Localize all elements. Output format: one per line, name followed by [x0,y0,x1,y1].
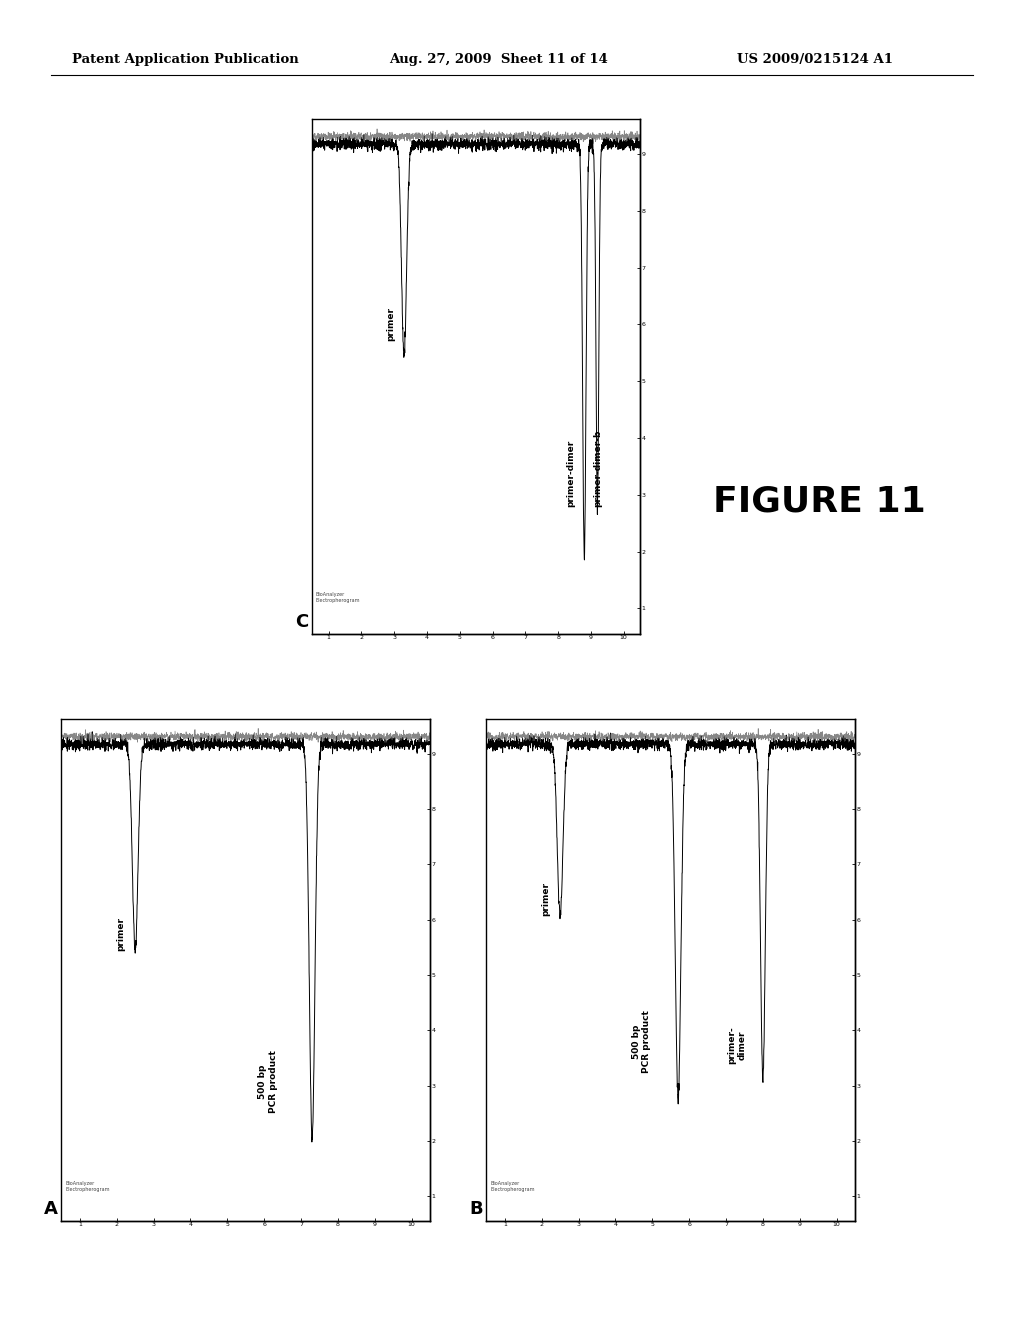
Text: primer-
dimer: primer- dimer [727,1026,746,1064]
Text: 500 bp
PCR product: 500 bp PCR product [258,1049,278,1113]
Text: BioAnalyzer
Electropherogram: BioAnalyzer Electropherogram [66,1181,110,1192]
Text: US 2009/0215124 A1: US 2009/0215124 A1 [737,53,893,66]
Text: Aug. 27, 2009  Sheet 11 of 14: Aug. 27, 2009 Sheet 11 of 14 [389,53,608,66]
Text: 500 bp
PCR product: 500 bp PCR product [632,1011,651,1073]
Text: primer: primer [116,916,125,950]
Text: primer-dimer-b: primer-dimer-b [593,430,602,507]
Text: Patent Application Publication: Patent Application Publication [72,53,298,66]
Text: A: A [44,1200,58,1218]
Text: primer-dimer: primer-dimer [566,440,575,507]
Text: BioAnalyzer
Electropherogram: BioAnalyzer Electropherogram [315,593,360,603]
Text: C: C [295,612,308,631]
Text: B: B [469,1200,482,1218]
Text: BioAnalyzer
Electropherogram: BioAnalyzer Electropherogram [490,1181,535,1192]
Text: primer: primer [541,882,550,916]
Text: FIGURE 11: FIGURE 11 [713,484,926,519]
Text: primer: primer [386,306,395,341]
